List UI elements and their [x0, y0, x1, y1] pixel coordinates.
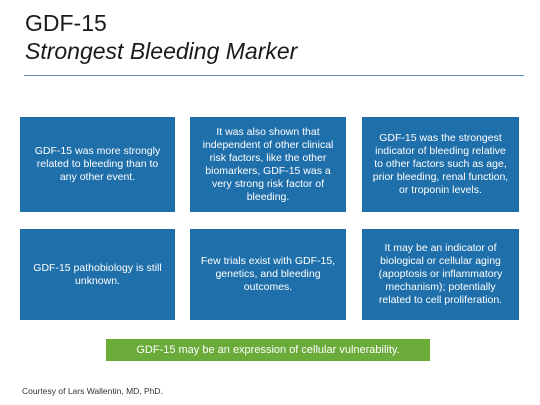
info-box-text: GDF-15 was more strongly related to blee…: [34, 145, 161, 183]
slide-title: GDF-15: [25, 10, 107, 36]
info-box-text: It was also shown that independent of ot…: [202, 125, 334, 203]
courtesy-credit: Courtesy of Lars Wallentin, MD, PhD.: [22, 386, 163, 396]
conclusion-callout: GDF-15 may be an expression of cellular …: [106, 339, 430, 361]
info-box-text: GDF-15 was the strongest indicator of bl…: [372, 132, 509, 196]
info-box-trials: Few trials exist with GDF-15, genetics, …: [190, 229, 346, 320]
info-box-strongest-indicator: GDF-15 was the strongest indicator of bl…: [362, 117, 519, 212]
info-box-independent-risk: It was also shown that independent of ot…: [190, 117, 346, 212]
info-box-text: GDF-15 pathobiology is still unknown.: [33, 261, 162, 287]
info-box-text: It may be an indicator of biological or …: [378, 242, 503, 306]
info-box-cellular-aging: It may be an indicator of biological or …: [362, 229, 519, 320]
info-box-pathobiology: GDF-15 pathobiology is still unknown.: [20, 229, 175, 320]
info-box-bleeding-relation: GDF-15 was more strongly related to blee…: [20, 117, 175, 212]
title-divider: [24, 75, 524, 76]
info-box-text: Few trials exist with GDF-15, genetics, …: [200, 255, 336, 293]
slide-subtitle: Strongest Bleeding Marker: [25, 38, 298, 64]
